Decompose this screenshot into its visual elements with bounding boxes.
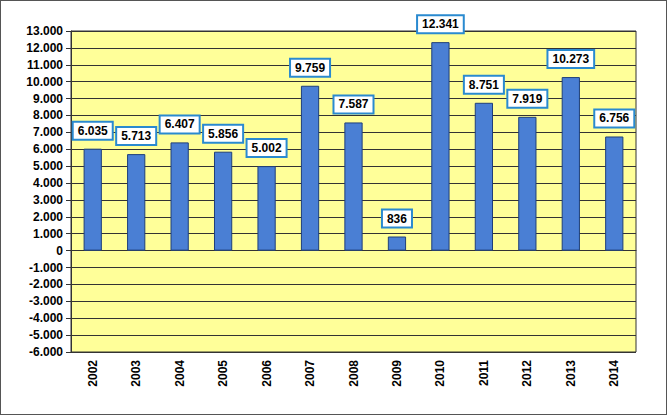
svg-text:-4.000: -4.000 [29,311,63,325]
svg-text:10.000: 10.000 [26,75,63,89]
svg-text:10.273: 10.273 [552,52,589,66]
svg-text:6.756: 6.756 [599,111,629,125]
svg-text:5.000: 5.000 [33,159,63,173]
svg-text:2003: 2003 [129,360,143,387]
svg-text:5.002: 5.002 [252,141,282,155]
svg-text:2.000: 2.000 [33,210,63,224]
svg-text:2010: 2010 [433,360,447,387]
svg-text:-2.000: -2.000 [29,277,63,291]
svg-text:2013: 2013 [564,360,578,387]
svg-text:2012: 2012 [520,360,534,387]
svg-text:6.000: 6.000 [33,142,63,156]
svg-text:2005: 2005 [216,360,230,387]
svg-text:12.341: 12.341 [422,17,459,31]
svg-text:2011: 2011 [477,360,491,386]
svg-text:-5.000: -5.000 [29,328,63,342]
svg-text:12.000: 12.000 [26,41,63,55]
svg-text:0: 0 [56,244,63,258]
svg-text:4.000: 4.000 [33,176,63,190]
svg-text:6.035: 6.035 [78,124,108,138]
svg-text:2014: 2014 [607,360,621,387]
svg-text:2007: 2007 [303,360,317,387]
svg-text:8.751: 8.751 [469,78,499,92]
svg-text:2008: 2008 [347,360,361,387]
svg-text:-1.000: -1.000 [29,261,63,275]
svg-text:5.713: 5.713 [121,129,151,143]
svg-text:13.000: 13.000 [26,24,63,38]
svg-text:9.000: 9.000 [33,92,63,106]
svg-text:7.000: 7.000 [33,125,63,139]
svg-text:6.407: 6.407 [165,117,195,131]
svg-text:-6.000: -6.000 [29,345,63,359]
svg-text:2002: 2002 [86,360,100,387]
svg-text:3.000: 3.000 [33,193,63,207]
svg-text:5.856: 5.856 [208,127,238,141]
svg-text:1.000: 1.000 [33,227,63,241]
svg-text:2004: 2004 [173,360,187,387]
svg-text:8.000: 8.000 [33,108,63,122]
svg-text:11.000: 11.000 [27,58,63,72]
svg-text:836: 836 [387,212,407,226]
svg-text:-3.000: -3.000 [29,294,63,308]
svg-text:7.587: 7.587 [338,97,368,111]
svg-text:2006: 2006 [260,360,274,387]
svg-text:2009: 2009 [390,360,404,387]
svg-text:7.919: 7.919 [512,92,542,106]
svg-text:9.759: 9.759 [295,61,325,75]
